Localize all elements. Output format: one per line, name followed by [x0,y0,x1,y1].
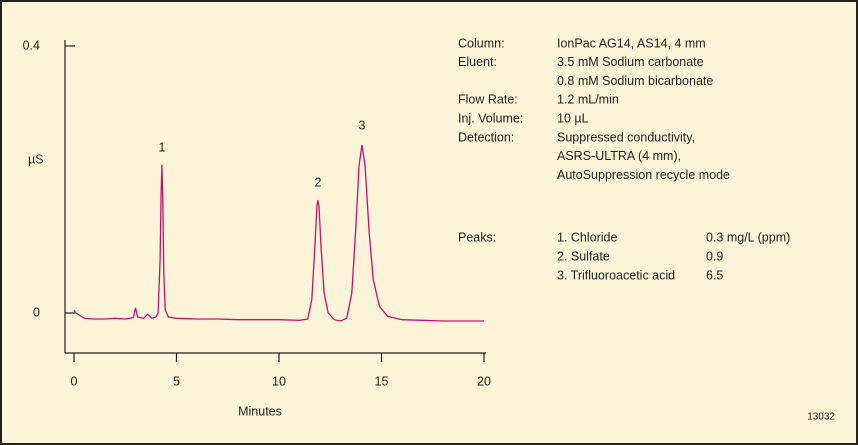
condition-value: 3.5 mM Sodium carbonate [557,55,704,69]
condition-label: Inj. Volume: [458,111,523,125]
peak-name: 3. Trifluoroacetic acid [557,268,675,282]
y-tick-label: 0 [33,305,40,319]
condition-value: 1.2 mL/min [557,93,619,107]
condition-value: IonPac AG14, AS14, 4 mm [557,36,706,50]
peaks-label: Peaks: [458,230,496,244]
trace [73,144,484,322]
condition-value: ASRS-ULTRA (4 mm), [557,149,681,163]
condition-value: 0.8 mM Sodium bicarbonate [557,74,713,88]
peak-label: 2 [315,175,322,189]
y-tick-label: 0.4 [23,38,40,52]
peak-name: 1. Chloride [557,230,617,244]
peak-name: 2. Sulfate [557,249,610,263]
x-tick-label: 0 [71,374,78,388]
figure-number: 13032 [807,412,835,423]
peak-value: 0.3 mg/L (ppm) [706,230,790,244]
condition-value: 10 µL [557,111,589,125]
y-axis-label: µS [28,152,44,166]
peak-value: 0.9 [706,249,723,263]
x-axis-label: Minutes [238,404,282,418]
x-tick-label: 10 [272,374,286,388]
x-tick-label: 15 [375,374,389,388]
peak-label: 3 [359,118,366,132]
condition-label: Flow Rate: [458,93,518,107]
condition-label: Column: [458,36,505,50]
condition-value: AutoSuppression recycle mode [557,168,730,182]
peak-value: 6.5 [706,268,723,282]
x-tick-label: 20 [477,374,491,388]
x-tick-label: 5 [173,374,180,388]
condition-value: Suppressed conductivity, [557,130,695,144]
condition-label: Eluent: [458,55,497,69]
condition-label: Detection: [458,130,514,144]
peak-label: 1 [159,140,166,154]
